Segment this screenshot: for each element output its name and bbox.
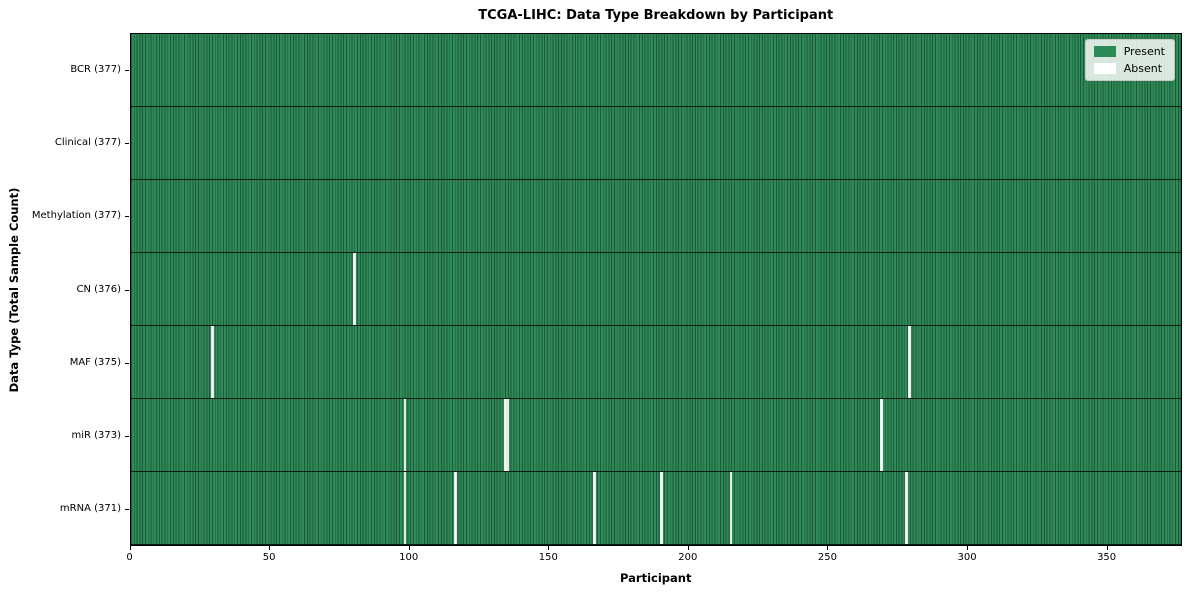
y-tick-label: Methylation (377) xyxy=(31,210,121,222)
absent-stripe xyxy=(659,472,663,544)
absent-stripe xyxy=(907,326,911,398)
absent-stripe xyxy=(503,399,507,471)
absent-stripe xyxy=(729,472,733,544)
x-axis-label: Participant xyxy=(620,571,692,585)
legend-item-present: Present xyxy=(1093,45,1165,58)
y-tick-mark xyxy=(125,362,129,364)
y-tick-label: MAF (375) xyxy=(69,356,121,368)
y-tick-mark xyxy=(125,509,129,511)
row-band-mrna xyxy=(130,472,1181,545)
absent-stripe xyxy=(593,472,596,544)
y-tick-mark xyxy=(125,216,129,218)
y-tick-label: CN (376) xyxy=(76,283,121,295)
x-tick-label: 300 xyxy=(957,552,977,563)
y-tick-label: miR (373) xyxy=(71,430,121,442)
plot-area: Present Absent xyxy=(129,33,1182,546)
absent-stripe xyxy=(403,472,407,544)
y-tick-label: mRNA (371) xyxy=(59,503,121,515)
legend-label-absent: Absent xyxy=(1123,62,1163,75)
x-tick-mark xyxy=(269,546,271,550)
absent-stripe xyxy=(880,399,883,471)
y-tick-mark xyxy=(125,436,129,438)
x-tick-label: 100 xyxy=(399,552,419,563)
x-tick-label: 0 xyxy=(126,552,133,563)
legend: Present Absent xyxy=(1084,39,1175,81)
y-tick-label: Clinical (377) xyxy=(54,136,121,148)
row-band-clinical xyxy=(130,107,1181,180)
x-tick-mark xyxy=(827,546,829,550)
legend-swatch-absent xyxy=(1093,63,1116,74)
legend-item-absent: Absent xyxy=(1093,62,1165,75)
legend-label-present: Present xyxy=(1123,45,1165,58)
x-tick-mark xyxy=(408,546,410,550)
x-tick-label: 350 xyxy=(1097,552,1117,563)
absent-stripe xyxy=(905,472,908,544)
x-tick-label: 200 xyxy=(678,552,698,563)
x-tick-label: 250 xyxy=(817,552,837,563)
absent-stripe xyxy=(353,253,357,325)
x-tick-mark xyxy=(129,546,131,550)
row-band-cn xyxy=(130,253,1181,326)
x-tick-mark xyxy=(687,546,689,550)
row-band-methylation xyxy=(130,180,1181,253)
x-tick-mark xyxy=(1106,546,1108,550)
y-tick-label: BCR (377) xyxy=(70,63,121,75)
y-tick-mark xyxy=(125,289,129,291)
y-tick-mark xyxy=(125,69,129,71)
y-tick-mark xyxy=(125,142,129,144)
legend-swatch-present xyxy=(1093,46,1116,57)
absent-stripe xyxy=(453,472,457,544)
absent-stripe xyxy=(403,399,407,471)
row-band-maf xyxy=(130,326,1181,399)
absent-stripe xyxy=(506,399,510,471)
absent-stripe xyxy=(211,326,215,398)
x-tick-mark xyxy=(548,546,550,550)
x-tick-mark xyxy=(967,546,969,550)
row-band-mir xyxy=(130,399,1181,472)
row-band-bcr xyxy=(130,34,1181,107)
chart-title: TCGA-LIHC: Data Type Breakdown by Partic… xyxy=(478,8,834,23)
x-tick-label: 150 xyxy=(538,552,558,563)
x-tick-label: 50 xyxy=(262,552,276,563)
